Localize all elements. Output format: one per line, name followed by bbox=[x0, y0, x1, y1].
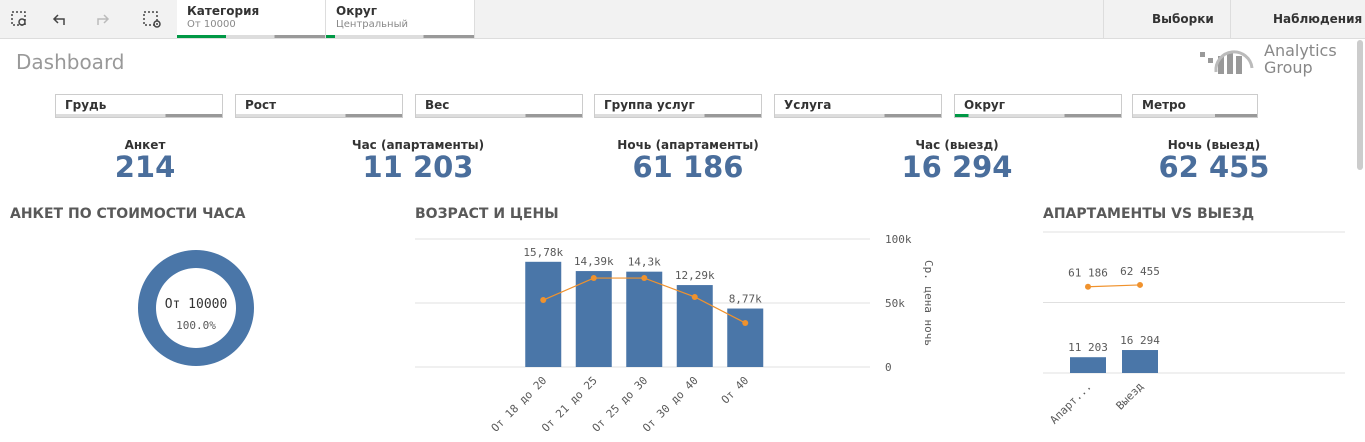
x-tick-label: От 40 bbox=[719, 374, 752, 407]
bar bbox=[1070, 357, 1106, 373]
filter-bar bbox=[56, 114, 222, 117]
bar bbox=[626, 271, 663, 367]
selection-value: От 10000 bbox=[187, 19, 236, 30]
bar bbox=[575, 271, 612, 367]
bar bbox=[525, 261, 562, 367]
filter[interactable]: Метро bbox=[1132, 94, 1258, 118]
kpi-label: Ночь (апартаменты) bbox=[617, 138, 759, 152]
chart-title: АПАРТАМЕНТЫ VS ВЫЕЗД bbox=[1043, 206, 1254, 222]
line bbox=[1087, 284, 1141, 288]
kpi-label: Анкет bbox=[124, 138, 166, 152]
y2-tick-label: 50k bbox=[885, 297, 905, 310]
point-value-label: 61 186 bbox=[1068, 267, 1108, 280]
line-point bbox=[1137, 281, 1143, 288]
filter[interactable]: Рост bbox=[235, 94, 403, 118]
chart-title: ВОЗРАСТ И ЦЕНЫ bbox=[415, 206, 559, 222]
kpi-value: 214 bbox=[114, 150, 176, 184]
kpi-value: 61 186 bbox=[632, 150, 744, 184]
filter-bar bbox=[1133, 114, 1257, 117]
bar-value-label: 14,3k bbox=[628, 256, 661, 269]
x-tick-label: Выезд bbox=[1114, 380, 1147, 413]
x-tick-label: Апарт... bbox=[1047, 380, 1094, 427]
logo: Analytics Group bbox=[1264, 42, 1337, 76]
insights-button[interactable]: Наблюдения bbox=[1230, 0, 1365, 38]
donut-slice bbox=[137, 250, 254, 366]
toolbar: Категория От 10000 Округ Центральный Выбор… bbox=[0, 0, 1365, 39]
kpi-value: 16 294 bbox=[901, 150, 1013, 184]
filter-bar bbox=[595, 114, 761, 117]
slice-value: 100.0% bbox=[176, 319, 216, 332]
line-point bbox=[540, 297, 547, 304]
kpi-value: 11 203 bbox=[362, 150, 474, 184]
selection-tab[interactable]: Категория От 10000 bbox=[177, 0, 326, 38]
point-value-label: 62 455 bbox=[1120, 265, 1160, 278]
selection-field: Категория bbox=[187, 4, 260, 18]
page-title: Dashboard bbox=[16, 50, 125, 74]
line-point bbox=[691, 293, 698, 300]
chart-title: АНКЕТ ПО СТОИМОСТИ ЧАСА bbox=[10, 206, 246, 222]
logo-icon bbox=[1200, 50, 1254, 74]
bar-value-label: 11 203 bbox=[1068, 341, 1108, 354]
line-point bbox=[590, 275, 597, 282]
filter-bar bbox=[416, 114, 582, 117]
bar-value-label: 12,29k bbox=[675, 269, 715, 282]
bar-value-label: 14,39k bbox=[574, 255, 614, 268]
filter-bar bbox=[955, 114, 1121, 117]
filter[interactable]: Грудь bbox=[55, 94, 223, 118]
logo-text: Group bbox=[1264, 58, 1313, 77]
selection-bar bbox=[326, 35, 474, 38]
line-point bbox=[742, 319, 749, 326]
slice-label: От 10000 bbox=[165, 297, 228, 312]
bar-value-label: 15,78k bbox=[523, 246, 563, 259]
kpi-label: Час (выезд) bbox=[915, 138, 999, 152]
selections-button[interactable]: Выборки bbox=[1103, 0, 1229, 38]
line-point bbox=[641, 275, 648, 282]
bar bbox=[1122, 350, 1158, 373]
bar-value-label: 8,77k bbox=[729, 293, 762, 306]
filter-bar bbox=[775, 114, 941, 117]
y2-axis-label: Ср. цена ночь bbox=[922, 260, 935, 346]
filter[interactable]: Группа услуг bbox=[594, 94, 762, 118]
bar bbox=[727, 308, 764, 367]
selection-value: Центральный bbox=[336, 19, 408, 30]
charts: АНКЕТ ПО СТОИМОСТИ ЧАСА От 10000 100.0% ВОЗ… bbox=[10, 206, 1345, 435]
selection-field: Округ bbox=[336, 4, 378, 18]
bar-value-label: 16 294 bbox=[1120, 334, 1160, 347]
y2-tick-label: 0 bbox=[885, 361, 892, 374]
filter[interactable]: Вес bbox=[415, 94, 583, 118]
line-point bbox=[1085, 283, 1091, 290]
logo-text: Analytics bbox=[1264, 41, 1337, 60]
kpi-value: 62 455 bbox=[1158, 150, 1270, 184]
filter[interactable]: Округ bbox=[954, 94, 1122, 118]
filter[interactable]: Услуга bbox=[774, 94, 942, 118]
selection-tab[interactable]: Округ Центральный bbox=[326, 0, 475, 38]
selection-bar bbox=[177, 35, 325, 38]
toolbar-icons bbox=[11, 11, 161, 28]
scrollbar[interactable] bbox=[1357, 40, 1363, 170]
y2-tick-label: 100k bbox=[885, 233, 912, 246]
kpi-label: Час (апартаменты) bbox=[351, 138, 485, 152]
filter-bar bbox=[236, 114, 402, 117]
kpi-label: Ночь (выезд) bbox=[1167, 138, 1261, 152]
